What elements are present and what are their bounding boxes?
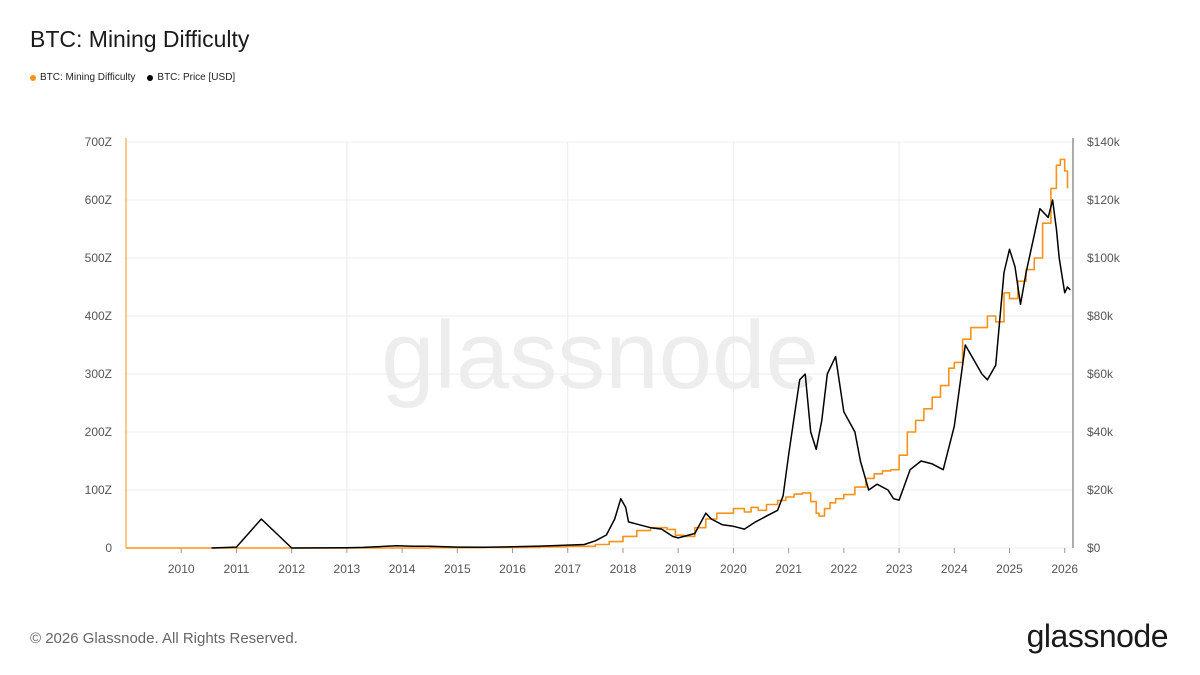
- x-tick-label: 2018: [610, 562, 637, 576]
- y-right-tick-label: $20k: [1087, 483, 1114, 497]
- x-tick-label: 2010: [168, 562, 195, 576]
- series-line-price: [211, 199, 1071, 549]
- legend-label-price: BTC: Price [USD]: [157, 72, 236, 83]
- legend: BTC: Mining Difficulty BTC: Price [USD]: [30, 72, 235, 83]
- page-title: BTC: Mining Difficulty: [30, 26, 250, 52]
- legend-item-price[interactable]: BTC: Price [USD]: [147, 72, 235, 83]
- y-right-tick-label: $60k: [1087, 367, 1114, 381]
- y-left-tick-label: 0: [105, 541, 112, 555]
- x-tick-label: 2023: [886, 562, 913, 576]
- x-tick-label: 2019: [665, 562, 692, 576]
- y-left-tick-label: 100Z: [85, 483, 112, 497]
- x-tick-label: 2015: [444, 562, 471, 576]
- y-left-tick-label: 200Z: [85, 425, 112, 439]
- x-tick-label: 2026: [1051, 562, 1078, 576]
- y-right-tick-label: $0: [1087, 541, 1101, 555]
- y-left-tick-label: 400Z: [85, 309, 112, 323]
- x-tick-label: 2024: [941, 562, 968, 576]
- y-left-tick-label: 600Z: [85, 193, 112, 207]
- x-tick-label: 2013: [334, 562, 361, 576]
- x-tick-label: 2016: [499, 562, 526, 576]
- series-line-mining-difficulty: [126, 158, 1069, 549]
- y-right-tick-label: $120k: [1087, 193, 1121, 207]
- x-tick-label: 2025: [996, 562, 1023, 576]
- x-tick-label: 2021: [775, 562, 802, 576]
- watermark: glassnode: [381, 302, 819, 409]
- legend-item-difficulty[interactable]: BTC: Mining Difficulty: [30, 72, 135, 83]
- y-right-tick-label: $140k: [1087, 135, 1121, 149]
- glassnode-logo: glassnode: [1026, 618, 1169, 654]
- y-left-tick-label: 300Z: [85, 367, 112, 381]
- x-tick-label: 2022: [830, 562, 857, 576]
- x-tick-label: 2020: [720, 562, 747, 576]
- y-left-tick-label: 700Z: [85, 135, 112, 149]
- x-tick-label: 2011: [224, 562, 250, 576]
- x-tick-label: 2012: [278, 562, 305, 576]
- legend-label-difficulty: BTC: Mining Difficulty: [40, 72, 136, 83]
- y-right-tick-label: $100k: [1087, 251, 1121, 265]
- copyright-footer: © 2026 Glassnode. All Rights Reserved.: [30, 630, 298, 647]
- y-right-tick-label: $80k: [1087, 309, 1114, 323]
- x-tick-label: 2017: [554, 562, 581, 576]
- y-left-tick-label: 500Z: [85, 251, 112, 265]
- legend-dot-difficulty: [30, 74, 36, 81]
- y-right-tick-label: $40k: [1087, 425, 1114, 439]
- legend-dot-price: [147, 74, 154, 81]
- x-tick-label: 2014: [389, 562, 416, 576]
